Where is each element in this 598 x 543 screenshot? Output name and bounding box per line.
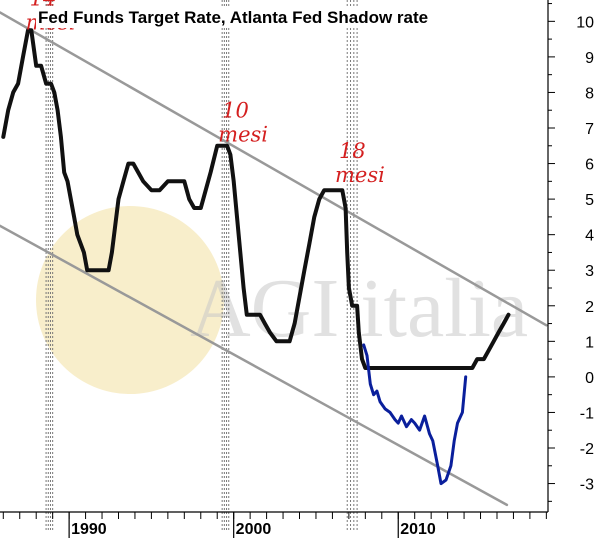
annotation-label: mesi [218,122,268,146]
trend-channel-lower [0,224,509,507]
y-tick-label: 1 [585,334,594,351]
chart-lines [0,11,548,507]
x-tick-label: 2010 [400,521,436,538]
annotation-label: mesi [335,163,385,187]
y-tick-label: 4 [585,228,594,245]
y-tick-label: 0 [585,370,594,387]
y-tick-label: -2 [580,441,594,458]
annotation-number: 10 [222,98,249,122]
annotation-number: 14 [30,0,57,10]
y-tick-label: 8 [585,85,594,102]
annotations: 14mesi10mesi18mesi [26,0,385,187]
title-background [36,6,494,28]
y-tick-label: 10 [576,14,594,31]
fed-funds-line [1,28,511,370]
y-tick-label: 3 [585,263,594,280]
y-tick-label: -1 [580,405,594,422]
shadow-rate-line [362,343,468,486]
cycle-band-2 [221,0,230,530]
y-tick-label: 5 [585,192,594,209]
x-tick-label: 2000 [236,521,272,538]
y-tick-label: 7 [585,121,594,138]
x-axis-ticks: 1990 2000 2010 [2,512,547,538]
chart-title: Fed Funds Target Rate, Atlanta Fed Shado… [38,8,428,27]
cycle-bands [45,0,358,530]
y-tick-label: -3 [580,477,594,494]
watermark: AGI italia [36,206,528,394]
annotation-number: 18 [339,139,366,163]
y-tick-label: 6 [585,157,594,174]
trend-channel-upper [0,11,548,327]
y-tick-label: 9 [585,50,594,67]
y-tick-label: 2 [585,299,594,316]
x-tick-label: 1990 [71,521,107,538]
